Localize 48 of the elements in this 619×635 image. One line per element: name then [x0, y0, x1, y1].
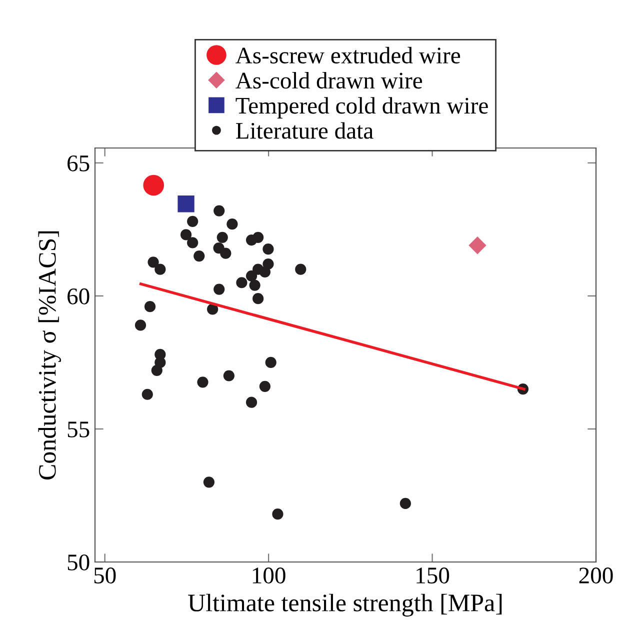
point	[226, 218, 238, 230]
point	[203, 476, 215, 488]
x-tick-label: 150	[416, 568, 450, 584]
point	[180, 229, 192, 240]
point	[246, 396, 258, 408]
point	[272, 508, 284, 520]
point	[194, 250, 205, 262]
point	[144, 301, 156, 312]
legend-label: As-cold drawn wire	[236, 72, 422, 89]
point	[223, 370, 234, 382]
x-tick-label: 50	[94, 568, 116, 584]
point	[246, 270, 258, 282]
point	[151, 364, 162, 376]
x-tick-label: 100	[252, 568, 286, 584]
point	[236, 277, 248, 288]
point	[400, 498, 411, 510]
point	[178, 196, 194, 212]
point	[187, 237, 198, 248]
point	[187, 216, 198, 227]
point	[216, 232, 228, 243]
point	[154, 264, 166, 275]
point	[295, 264, 306, 275]
y-tick-label: 65	[68, 155, 90, 172]
legend-label: As-screw extruded wire	[236, 46, 460, 64]
y-tick-label: 55	[68, 422, 90, 438]
point	[197, 376, 208, 388]
point	[252, 232, 264, 243]
point	[143, 174, 164, 196]
point	[265, 356, 276, 368]
legend-label: Literature data	[236, 122, 374, 139]
point	[252, 293, 264, 304]
point	[249, 280, 260, 291]
y-tick-label: 60	[68, 288, 90, 304]
point	[468, 236, 486, 254]
y-tick-label: 50	[68, 554, 90, 570]
x-tick-label: 200	[579, 568, 613, 584]
x-axis-title: Ultimate tensile strength [MPa]	[188, 594, 502, 617]
point	[220, 248, 232, 259]
point	[214, 284, 225, 295]
point	[134, 320, 146, 331]
y-axis-title: Conductivity σ [%IACS]	[38, 231, 61, 480]
point	[214, 205, 225, 216]
point	[148, 256, 159, 268]
point	[259, 266, 271, 278]
point	[262, 244, 274, 255]
point	[142, 388, 153, 400]
point	[259, 380, 271, 392]
legend-label: Tempered cold drawn wire	[236, 97, 488, 119]
